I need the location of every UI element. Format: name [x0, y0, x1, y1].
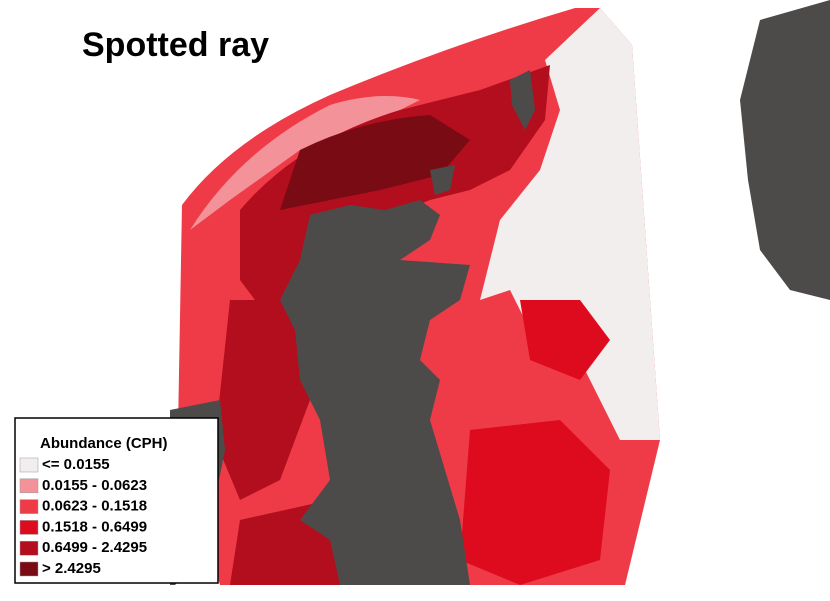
legend-swatch	[19, 457, 39, 473]
legend-label: 0.0155 - 0.0623	[42, 477, 147, 494]
legend-label: <= 0.0155	[42, 456, 110, 473]
legend-swatch	[19, 520, 39, 535]
legend: Abundance (CPH) <= 0.0155 0.0155 - 0.0623…	[14, 417, 219, 584]
legend-swatch	[19, 499, 39, 514]
legend-label: > 2.4295	[42, 560, 101, 577]
legend-swatch	[19, 540, 39, 556]
legend-label: 0.6499 - 2.4295	[42, 539, 147, 556]
legend-box	[14, 417, 219, 584]
legend-swatch	[19, 561, 39, 577]
legend-title: Abundance (CPH)	[40, 435, 168, 452]
map-title: Spotted ray	[82, 26, 269, 64]
legend-swatch	[19, 478, 39, 494]
legend-label: 0.0623 - 0.1518	[42, 498, 147, 515]
legend-label: 0.1518 - 0.6499	[42, 518, 147, 535]
